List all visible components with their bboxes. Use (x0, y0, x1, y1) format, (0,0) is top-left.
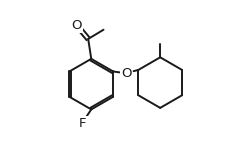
Text: O: O (120, 66, 131, 80)
Text: O: O (71, 19, 82, 32)
Text: F: F (79, 117, 86, 130)
